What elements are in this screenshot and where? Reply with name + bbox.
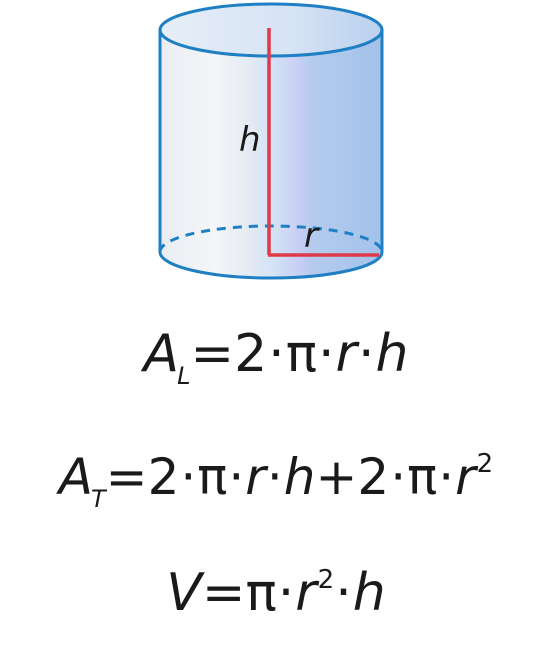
- cylinder-bottom-front: [158, 251, 384, 280]
- total-term: 2: [357, 448, 390, 507]
- cylinder-body: [160, 30, 382, 278]
- lateral-r: r: [335, 324, 357, 384]
- total-r: r: [245, 448, 266, 507]
- lateral-dot: ·: [357, 324, 375, 384]
- volume-equals: =: [201, 563, 246, 624]
- lateral-pi: π: [285, 324, 318, 384]
- volume-dot: ·: [277, 563, 295, 624]
- total-subscript: T: [90, 485, 106, 514]
- volume-h: h: [352, 563, 386, 624]
- cylinder-bottom-back: [158, 224, 384, 253]
- lateral-h: h: [375, 324, 409, 384]
- total-term: 2: [147, 448, 180, 507]
- volume-exponent: 2: [317, 565, 335, 595]
- volume-formula: V=π·r2·h: [0, 550, 552, 623]
- dimension-lines: [267, 28, 379, 257]
- lateral-equals: =: [190, 324, 235, 384]
- radius-label: r: [304, 216, 320, 256]
- cylinder: [158, 2, 384, 280]
- lateral-dot: ·: [268, 324, 285, 384]
- total-plus: +: [315, 448, 358, 507]
- total-pi: π: [407, 448, 438, 507]
- total-equals: =: [105, 448, 148, 507]
- cylinder-diagram: h r: [158, 2, 384, 280]
- total-dot: ·: [390, 448, 407, 507]
- lateral-term: 2: [234, 324, 268, 384]
- total-dot: ·: [266, 448, 283, 507]
- total-exponent: 2: [476, 449, 494, 479]
- total-pi: π: [197, 448, 228, 507]
- height-label: h: [239, 120, 261, 160]
- total-dot: ·: [180, 448, 197, 507]
- total-r-squared-base: r: [455, 448, 476, 507]
- volume-symbol: V: [166, 563, 202, 624]
- total-area-formula: AT=2·π·r·h+2·π·r2: [0, 434, 552, 529]
- volume-r: r: [295, 563, 317, 624]
- volume-dot: ·: [335, 563, 352, 624]
- lateral-subscript: L: [177, 362, 191, 391]
- total-dot: ·: [438, 448, 455, 507]
- cylinder-top: [158, 2, 384, 58]
- lateral-area-formula: AL=2·π·r·h: [0, 324, 552, 406]
- lateral-symbol: A: [143, 324, 180, 384]
- total-h: h: [283, 448, 316, 507]
- volume-pi: π: [245, 563, 277, 624]
- total-symbol: A: [58, 448, 93, 507]
- lateral-dot: ·: [318, 324, 335, 384]
- total-dot: ·: [228, 448, 245, 507]
